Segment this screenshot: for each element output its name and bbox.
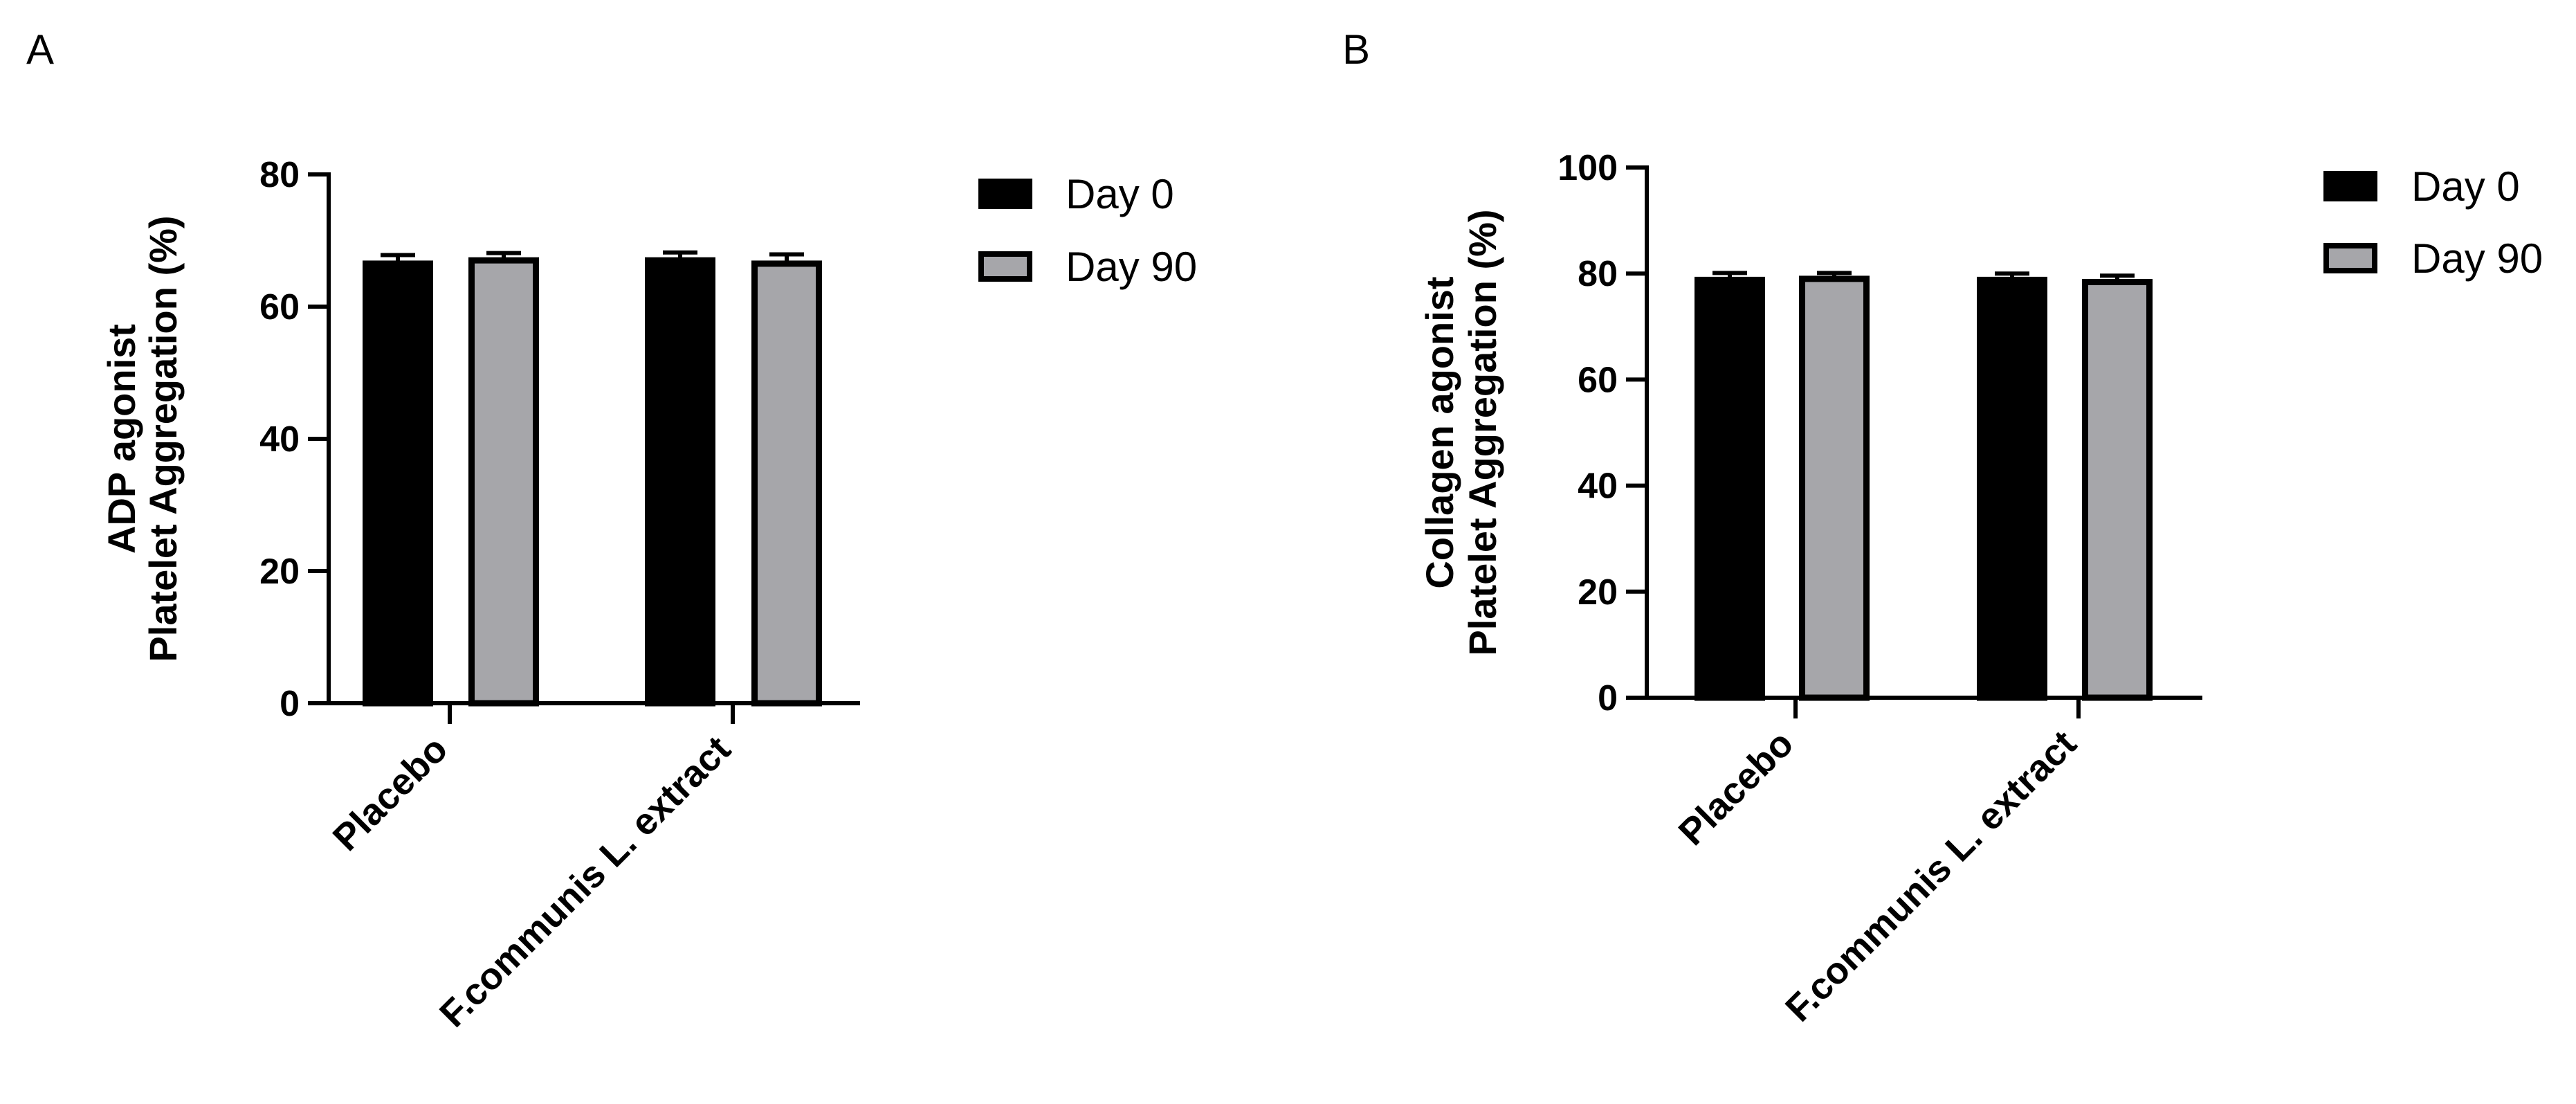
y-tick-label: 20 — [1578, 572, 1618, 613]
y-tick-label: 80 — [259, 155, 300, 195]
bar-day90 — [468, 257, 539, 707]
bar-day0 — [363, 260, 433, 707]
y-tick-label: 40 — [259, 419, 300, 460]
y-axis-label: Collagen agonist — [1418, 276, 1461, 588]
y-tick-label: 0 — [1598, 678, 1618, 718]
y-tick-label: 0 — [280, 684, 300, 724]
y-tick-label: 80 — [1578, 254, 1618, 294]
y-axis-label: Platelet Aggregation (%) — [141, 215, 185, 662]
y-axis-label: ADP agonist — [100, 324, 143, 554]
x-category-label: Placebo — [1671, 723, 1802, 853]
y-tick-label: 40 — [1578, 467, 1618, 507]
y-tick-label: 20 — [259, 552, 300, 592]
legend-swatch-day90 — [978, 251, 1032, 282]
bar-day90 — [1799, 275, 1870, 701]
legend-label: Day 0 — [1066, 171, 1174, 217]
y-tick-label: 60 — [259, 287, 300, 327]
bar-day90 — [751, 260, 822, 707]
bar-day0 — [645, 257, 715, 707]
legend-swatch-day0 — [978, 179, 1032, 209]
x-category-label: F.communis L. extract — [1778, 723, 2084, 1029]
panel-letter: A — [26, 26, 54, 73]
bar-day0 — [1977, 276, 2047, 701]
x-category-label: F.communis L. extract — [432, 728, 738, 1035]
legend-label: Day 90 — [2411, 235, 2543, 282]
bar-day0 — [1695, 276, 1765, 701]
legend-swatch-day0 — [2323, 171, 2377, 201]
y-tick-label: 100 — [1558, 148, 1618, 188]
bar-day90 — [2082, 278, 2153, 701]
panel-b: B 0 20 40 60 80 100 Collagen agonist Platelet Ag… — [1342, 26, 2543, 1030]
x-category-label: Placebo — [325, 728, 456, 859]
legend-swatch-day90 — [2323, 243, 2377, 273]
panel-letter: B — [1342, 26, 1370, 73]
legend-label: Day 90 — [1066, 244, 1197, 290]
legend-label: Day 0 — [2411, 163, 2520, 210]
y-tick-label: 60 — [1578, 360, 1618, 400]
y-axis-label: Platelet Aggregation (%) — [1461, 209, 1504, 655]
